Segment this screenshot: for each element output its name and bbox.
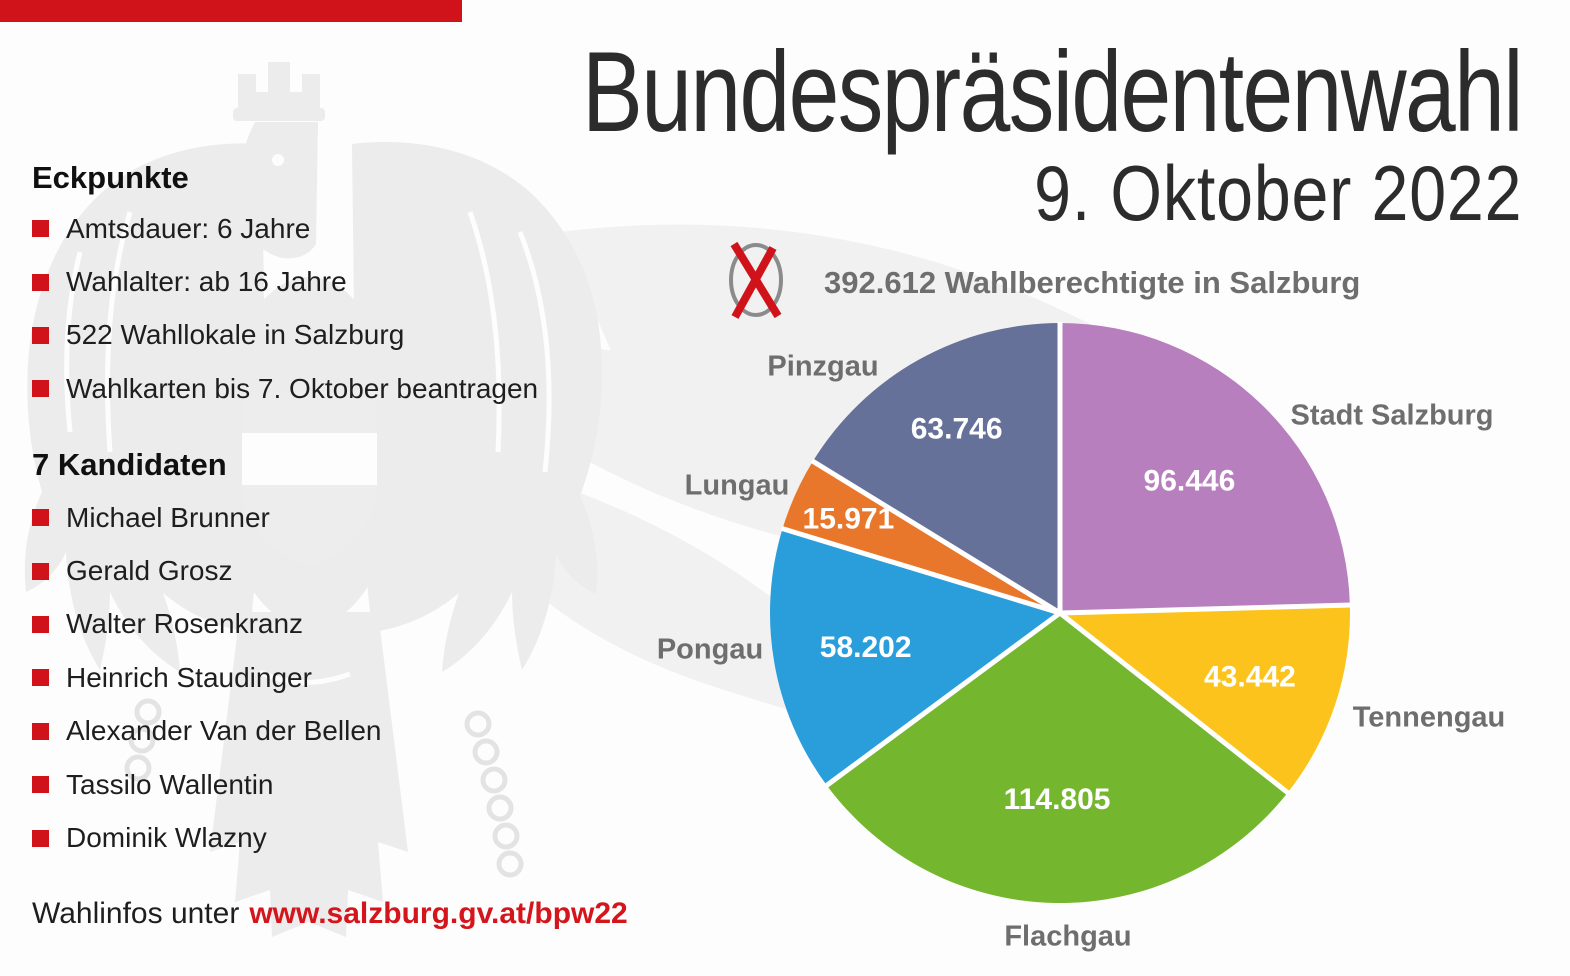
kandidaten-list: Michael Brunner Gerald Grosz Walter Rose… — [32, 491, 381, 865]
header: Bundespräsidentenwahl 9. Oktober 2022 — [347, 29, 1523, 237]
list-item: 522 Wahllokale in Salzburg — [32, 309, 538, 362]
kandidaten-heading: 7 Kandidaten — [32, 447, 227, 482]
candidate-item: Tassilo Wallentin — [32, 758, 381, 811]
pie-label-pinzgau: Pinzgau — [767, 350, 879, 383]
pie-label-pongau: Pongau — [656, 633, 764, 666]
pie-separator — [780, 525, 1061, 616]
candidate-item: Heinrich Staudinger — [32, 651, 381, 704]
bullet-square-icon — [32, 220, 49, 238]
pie-chart: 96.446 43.442 114.805 58.202 15.971 63.746 — [770, 322, 1351, 903]
pie-label-flachgau: Flachgau — [1004, 920, 1132, 953]
eckpunkte-heading: Eckpunkte — [32, 160, 189, 195]
candidate-name: Dominik Wlazny — [66, 822, 267, 854]
pie-label-stadt-salzburg: Stadt Salzburg — [1290, 399, 1494, 432]
candidate-item: Dominik Wlazny — [32, 811, 381, 864]
candidate-name: Walter Rosenkranz — [66, 608, 304, 640]
bullet-square-icon — [32, 380, 49, 398]
list-item: Wahlkarten bis 7. Oktober beantragen — [32, 362, 538, 415]
top-red-bar — [0, 0, 462, 22]
candidate-name: Alexander Van der Bellen — [66, 715, 382, 747]
pie-slice-tennengau — [1060, 605, 1350, 793]
pie-value-label: 58.202 — [820, 631, 912, 664]
pie-value-label: 15.971 — [803, 502, 895, 535]
pie-separator — [1059, 602, 1351, 616]
list-item-label: Wahlkarten bis 7. Oktober beantragen — [66, 372, 539, 404]
pie-value-label: 43.442 — [1204, 661, 1296, 694]
bullet-square-icon — [32, 615, 49, 633]
candidate-name: Gerald Grosz — [66, 555, 233, 587]
candidate-name: Heinrich Staudinger — [66, 661, 312, 693]
bullet-square-icon — [32, 273, 49, 291]
bullet-square-icon — [32, 509, 49, 527]
pie-value-label: 63.746 — [911, 413, 1003, 446]
bullet-square-icon — [32, 829, 49, 847]
list-item: Amtsdauer: 6 Jahre — [32, 202, 538, 255]
candidate-item: Gerald Grosz — [32, 544, 381, 597]
list-item-label: Wahlalter: ab 16 Jahre — [66, 266, 347, 298]
candidate-name: Michael Brunner — [66, 501, 270, 533]
list-item: Wahlalter: ab 16 Jahre — [32, 255, 538, 308]
info-link[interactable]: www.salzburg.gv.at/bpw22 — [249, 897, 628, 930]
pie-slice-pinzgau — [812, 323, 1060, 613]
pie-slice-stadt-salzburg — [1060, 323, 1350, 613]
list-item-label: Amtsdauer: 6 Jahre — [66, 212, 311, 244]
pie-value-label: 114.805 — [1004, 783, 1111, 816]
bullet-square-icon — [32, 669, 49, 687]
footer: Wahlinfos unter www.salzburg.gv.at/bpw22 — [32, 897, 628, 931]
bullet-square-icon — [32, 776, 49, 794]
bullet-square-icon — [32, 326, 49, 344]
eligible-voters-text: 392.612 Wahlberechtigte in Salzburg — [824, 265, 1361, 300]
pie-separator — [1058, 611, 1291, 796]
footer-prefix: Wahlinfos unter — [32, 897, 240, 930]
pie-separator — [824, 610, 1062, 788]
pie-label-tennengau: Tennengau — [1352, 701, 1506, 734]
pie-label-lungau: Lungau — [684, 469, 790, 502]
candidate-item: Michael Brunner — [32, 491, 381, 544]
election-date: 9. Oktober 2022 — [1033, 149, 1522, 237]
eckpunkte-list: Amtsdauer: 6 Jahre Wahlalter: ab 16 Jahr… — [32, 202, 538, 416]
ballot-x-icon — [729, 241, 783, 319]
candidate-item: Alexander Van der Bellen — [32, 705, 381, 758]
pie-value-label: 96.446 — [1144, 464, 1236, 497]
candidate-name: Tassilo Wallentin — [66, 768, 274, 800]
page-title: Bundespräsidentenwahl — [582, 29, 1523, 156]
list-item-label: 522 Wahllokale in Salzburg — [66, 319, 405, 351]
pie-slice-lungau — [782, 461, 1060, 613]
pie-separator — [810, 458, 1062, 616]
pie-slice-flachgau — [826, 613, 1288, 903]
bullet-square-icon — [32, 722, 49, 740]
candidate-item: Walter Rosenkranz — [32, 598, 381, 651]
bullet-square-icon — [32, 562, 49, 580]
